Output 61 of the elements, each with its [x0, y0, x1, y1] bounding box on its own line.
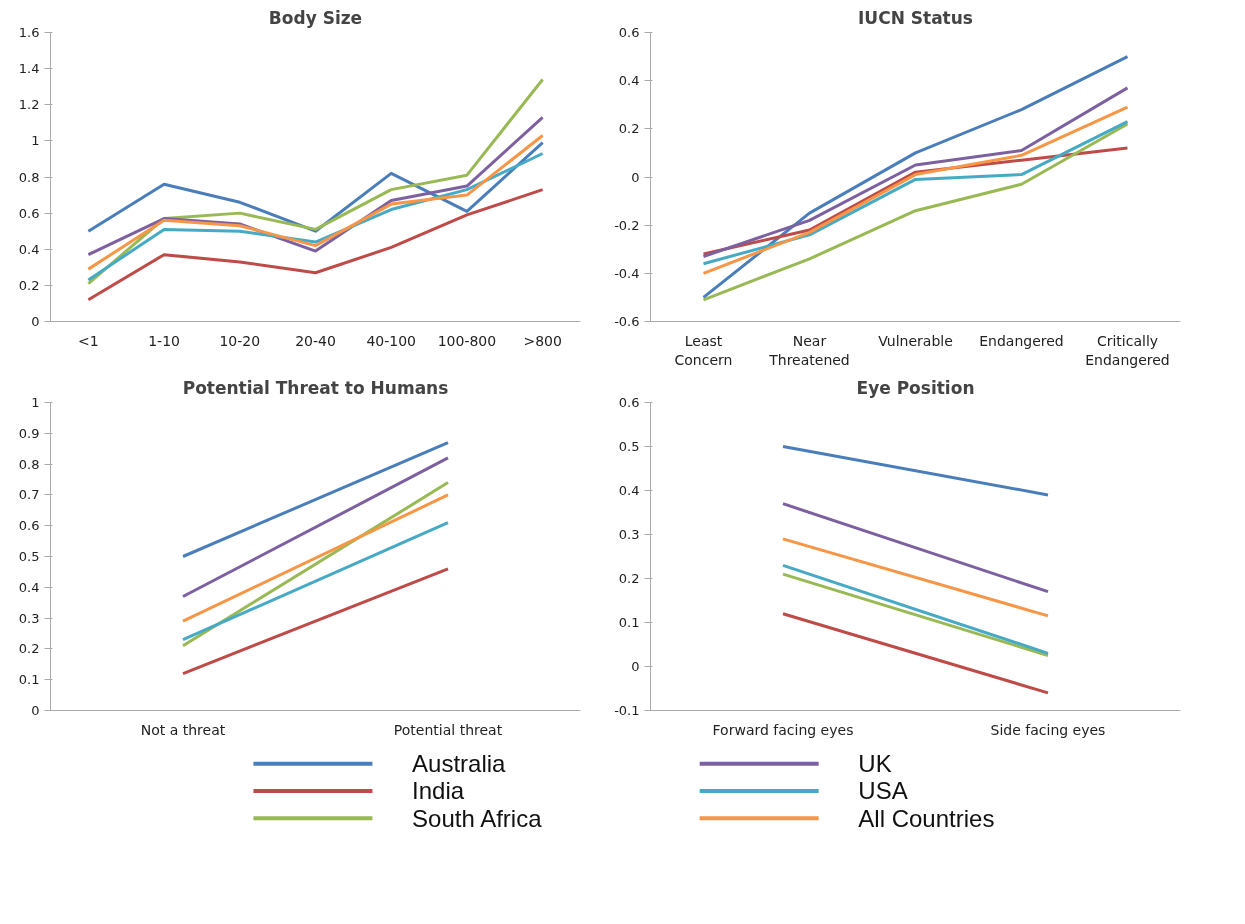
- y-tick-label: 0: [31, 703, 40, 718]
- y-tick-label: 0.3: [618, 527, 640, 542]
- y-tick-label: -0.6: [614, 314, 640, 329]
- y-tick-label: 0.6: [618, 395, 640, 410]
- y-tick-label: 0: [631, 169, 640, 185]
- y-tick-label: 0.8: [18, 169, 40, 185]
- chart-title: Body Size: [268, 7, 363, 28]
- legend-label: UK: [858, 750, 892, 778]
- y-tick-label: 0: [31, 314, 40, 329]
- x-tick-label: Side facing eyes: [990, 721, 1106, 738]
- y-tick-label: 0: [631, 659, 640, 674]
- chart-title: Eye Position: [856, 377, 975, 398]
- x-tick-label: <1: [78, 332, 99, 349]
- y-tick-label: 0.6: [618, 25, 640, 40]
- legend-label: South Africa: [412, 804, 543, 832]
- y-tick-label: 1.4: [18, 61, 40, 77]
- y-tick-label: 0.4: [18, 241, 40, 257]
- x-tick-label: Potential threat: [393, 721, 503, 738]
- y-tick-label: 0.2: [18, 277, 40, 293]
- y-tick-label: 1: [31, 395, 40, 410]
- y-tick-label: -0.2: [614, 217, 640, 233]
- y-tick-label: 0.5: [18, 549, 40, 564]
- y-tick-label: 0.9: [18, 425, 40, 441]
- x-tick-label: 10-20: [219, 332, 261, 349]
- x-tick-label: 40-100: [366, 332, 417, 349]
- legend-label: India: [412, 777, 465, 805]
- y-tick-label: 0.4: [618, 483, 640, 498]
- y-tick-label: 1.2: [18, 97, 40, 113]
- y-tick-label: 0.4: [618, 73, 640, 89]
- x-tick-label: 1-10: [148, 332, 180, 349]
- y-tick-label: 0.2: [18, 641, 40, 657]
- y-tick-label: 0.2: [618, 571, 640, 586]
- y-tick-label: -0.4: [614, 265, 640, 281]
- y-tick-label: 0.1: [618, 615, 640, 630]
- x-tick-label: 100-800: [437, 332, 497, 349]
- y-tick-label: 0.3: [18, 610, 40, 626]
- x-tick-label: Forward facing eyes: [712, 721, 854, 738]
- y-tick-label: 0.8: [18, 456, 40, 472]
- x-tick-label: >800: [523, 332, 562, 349]
- y-tick-label: 0.2: [618, 121, 640, 137]
- legend-label: Australia: [412, 750, 507, 778]
- y-tick-label: 1: [31, 133, 40, 149]
- chart-title: IUCN Status: [858, 7, 973, 28]
- y-tick-label: 1.6: [18, 25, 40, 40]
- x-tick-label: Endangered: [979, 332, 1064, 349]
- y-tick-label: -0.1: [614, 703, 640, 718]
- legend-label: All Countries: [858, 804, 995, 832]
- x-tick-label: Not a threat: [140, 721, 226, 738]
- x-tick-label: Critically Endangered: [1085, 332, 1170, 368]
- legend-label: USA: [858, 777, 908, 805]
- y-tick-label: 0.5: [618, 439, 640, 454]
- chart-title: Potential Threat to Humans: [182, 377, 449, 398]
- y-tick-label: 0.6: [18, 518, 40, 534]
- y-tick-label: 0.6: [18, 205, 40, 221]
- y-tick-label: 0.1: [18, 672, 40, 688]
- x-tick-label: 20-40: [295, 332, 336, 349]
- x-tick-label: Least Concern: [674, 332, 733, 368]
- x-tick-label: Near Threatened: [768, 332, 850, 368]
- x-tick-label: Vulnerable: [878, 332, 953, 349]
- y-tick-label: 0.7: [18, 487, 40, 503]
- y-tick-label: 0.4: [18, 579, 40, 595]
